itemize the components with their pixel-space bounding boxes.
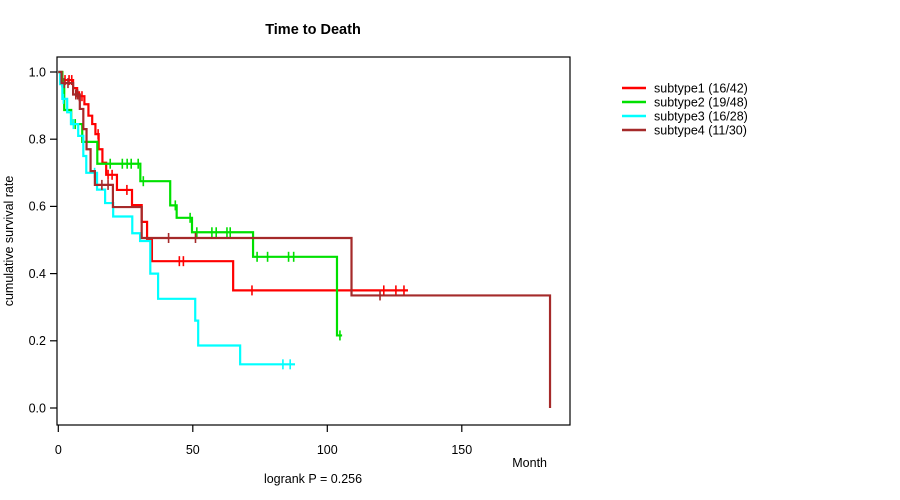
y-axis-tick-label: 1.0 bbox=[29, 65, 46, 79]
survival-curve-subtype3 bbox=[58, 70, 296, 366]
chart-title: Time to Death bbox=[265, 22, 361, 38]
x-axis-tick-label: 50 bbox=[186, 443, 200, 457]
y-axis-tick-label: 0.2 bbox=[29, 334, 46, 348]
y-axis-tick-label: 0.0 bbox=[29, 401, 46, 415]
x-axis-tick-label: 100 bbox=[317, 443, 338, 457]
curves-layer bbox=[58, 70, 552, 408]
y-axis-tick-label: 0.6 bbox=[29, 200, 46, 214]
x-axis-tick-label: 0 bbox=[55, 443, 62, 457]
survival-curve-subtype2 bbox=[58, 70, 343, 337]
logrank-p-value: logrank P = 0.256 bbox=[264, 472, 362, 486]
x-axis-label: Month bbox=[512, 456, 547, 470]
survival-curve-subtype4 bbox=[58, 70, 552, 408]
plot-frame bbox=[56, 56, 571, 426]
legend-label-4: subtype4 (11/30) bbox=[654, 124, 747, 138]
y-axis-tick-label: 0.4 bbox=[29, 267, 46, 281]
survival-curve-subtype1 bbox=[58, 70, 408, 292]
legend-label-2: subtype2 (19/48) bbox=[654, 96, 748, 110]
y-axis-tick-label: 0.8 bbox=[29, 133, 46, 147]
legend-label-1: subtype1 (16/42) bbox=[654, 82, 748, 96]
x-axis-tick-label: 150 bbox=[451, 443, 472, 457]
legend-label-3: subtype3 (16/28) bbox=[654, 110, 748, 124]
legend-layer: subtype1 (16/42)subtype2 (19/48)subtype3… bbox=[622, 82, 748, 138]
y-axis-label: cumulative survival rate bbox=[2, 176, 16, 307]
axes-layer: 0.0 0.2 0.4 0.6 0.8 1.0 0 50 100 150 bbox=[29, 65, 473, 457]
